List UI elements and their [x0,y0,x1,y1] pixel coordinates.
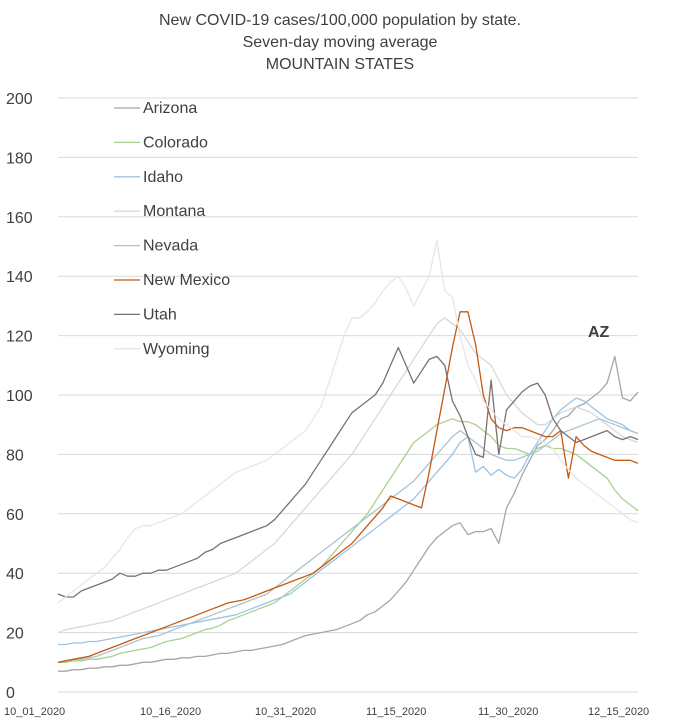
x-tick-label: 10_16_2020 [140,706,201,718]
y-tick-label: 60 [6,507,24,524]
legend-label: Montana [143,203,205,220]
legend-label: Colorado [143,134,208,151]
legend-label: Utah [143,306,177,323]
chart-subtitle-region: MOUNTAIN STATES [265,56,415,73]
legend-label: Idaho [143,169,183,186]
x-tick-label: 11_15_2020 [366,706,426,718]
legend-label: New Mexico [143,272,230,289]
x-tick-label: 12_15_2020 [588,706,649,718]
x-axis: 10_01_2020 10_16_2020 10_31_2020 11_15_2020… [4,706,649,718]
series-line-new-mexico [57,311,639,663]
series-line-montana [57,317,639,634]
legend: Arizona Colorado Idaho Montana Nevada New Mex… [114,100,230,358]
legend-label: Nevada [143,238,198,255]
y-tick-label: 80 [6,447,24,464]
y-tick-label: 0 [6,685,15,702]
chart-titles: New COVID-19 cases/100,000 population by… [0,10,680,76]
series-line-utah [57,346,639,598]
gridlines [58,97,638,693]
series-line-wyoming [57,239,639,604]
y-tick-label: 20 [6,626,24,643]
x-tick-label: 11_30_2020 [478,706,538,718]
y-axis: 0 20 40 60 80 100 120 140 160 180 200 [6,91,33,702]
series-line-colorado [58,418,639,663]
x-tick-label: 10_01_2020 [4,706,65,718]
y-tick-label: 180 [6,150,33,167]
series-lines [57,239,639,672]
series-line-arizona [58,355,639,672]
y-tick-label: 140 [6,269,33,286]
y-tick-label: 100 [6,388,33,405]
series-line-nevada [57,418,639,663]
legend-label: Arizona [143,100,197,117]
y-tick-label: 40 [6,566,24,583]
chart-title: New COVID-19 cases/100,000 population by… [159,12,521,29]
y-tick-label: 120 [6,329,33,346]
chart-subtitle: Seven-day moving average [242,34,438,51]
y-tick-label: 160 [6,210,33,227]
legend-label: Wyoming [143,341,210,358]
x-tick-label: 10_31_2020 [255,706,316,718]
series-line-idaho [58,397,639,646]
y-tick-label: 200 [6,91,33,108]
az-annotation: AZ [588,324,610,341]
